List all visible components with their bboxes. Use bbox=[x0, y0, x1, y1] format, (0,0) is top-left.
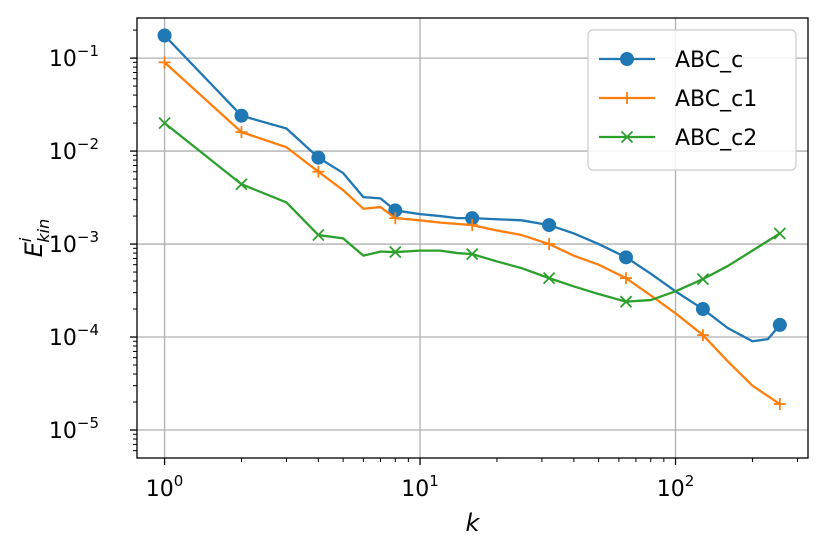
legend-marker bbox=[620, 52, 634, 66]
data-point bbox=[312, 228, 325, 242]
data-point bbox=[773, 227, 786, 240]
data-point bbox=[311, 150, 326, 165]
data-point bbox=[158, 56, 171, 69]
data-point bbox=[235, 178, 248, 191]
data-point bbox=[234, 108, 249, 123]
y-axis-label-sup: i bbox=[16, 237, 35, 242]
data-point bbox=[466, 247, 479, 261]
y-axis-label: Eikin bbox=[16, 219, 53, 257]
data-point bbox=[466, 219, 479, 232]
data-point bbox=[696, 329, 709, 342]
series-ABC_c1 bbox=[158, 56, 786, 411]
series-layer bbox=[157, 28, 787, 411]
legend-marker bbox=[620, 130, 634, 144]
data-point bbox=[619, 295, 633, 308]
y-axis-label-base: E bbox=[20, 241, 48, 257]
data-point bbox=[542, 218, 557, 233]
tick-labels: 100 101 102 10−5 10−4 10−3 10−2 10−1 bbox=[49, 42, 694, 502]
y-axis-label-sub: kin bbox=[34, 219, 53, 243]
legend-box bbox=[587, 29, 797, 171]
data-point bbox=[542, 272, 556, 285]
legend-label: ABC_c1 bbox=[675, 87, 757, 112]
data-point bbox=[389, 245, 402, 259]
y-tick-label: 10−1 bbox=[49, 42, 99, 72]
x-tick-label: 100 bbox=[146, 472, 184, 502]
data-point bbox=[695, 302, 710, 317]
ticks bbox=[130, 29, 798, 465]
data-point bbox=[389, 212, 402, 225]
x-tick-label: 101 bbox=[401, 472, 439, 502]
legend-marker bbox=[621, 92, 633, 104]
data-point bbox=[235, 126, 248, 139]
y-tick-label: 10−2 bbox=[49, 135, 99, 165]
data-point bbox=[543, 238, 556, 251]
y-tick-label: 10−3 bbox=[49, 228, 99, 258]
data-point bbox=[773, 398, 786, 411]
x-axis-label: k bbox=[466, 509, 481, 537]
data-point bbox=[312, 165, 325, 178]
series-ABC_c2 bbox=[158, 116, 786, 308]
y-tick-label: 10−5 bbox=[49, 414, 99, 444]
data-point bbox=[620, 272, 633, 285]
legend-label: ABC_c2 bbox=[675, 126, 757, 151]
series-ABC_c bbox=[157, 28, 787, 343]
legend-item: ABC_c bbox=[599, 48, 743, 73]
data-point bbox=[696, 272, 710, 286]
legend: ABC_c ABC_c1 ABC_c2 bbox=[587, 29, 797, 171]
data-point bbox=[158, 116, 171, 130]
data-point bbox=[157, 28, 172, 43]
y-tick-label: 10−4 bbox=[49, 321, 99, 351]
legend-label: ABC_c bbox=[675, 48, 743, 73]
series-line bbox=[163, 122, 781, 303]
x-tick-label: 102 bbox=[657, 472, 695, 502]
data-point bbox=[772, 317, 787, 332]
plot-frame bbox=[136, 17, 809, 459]
svg-text:Eikin: Eikin bbox=[16, 219, 53, 257]
legend-item: ABC_c2 bbox=[599, 126, 757, 151]
data-point bbox=[619, 250, 634, 265]
series-line bbox=[163, 61, 781, 406]
legend-item: ABC_c1 bbox=[599, 87, 757, 112]
